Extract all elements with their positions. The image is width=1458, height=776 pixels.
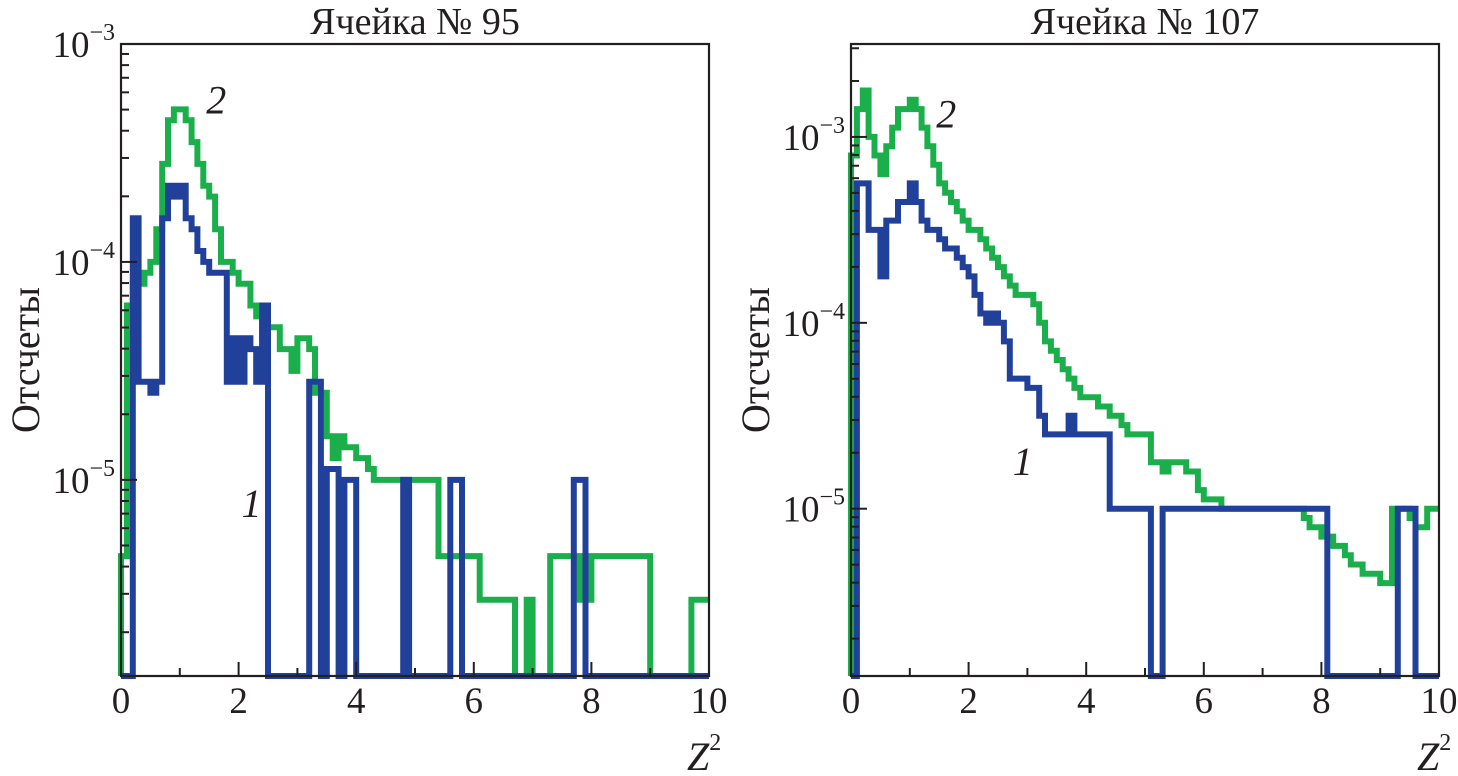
y-tick-base: 10 <box>782 304 819 345</box>
y-tick-label: 10−5 <box>782 485 845 531</box>
x-axis-label: Z2 <box>687 730 721 776</box>
y-tick-label: 10−3 <box>52 20 115 66</box>
y-tick-exponent: −3 <box>89 20 115 46</box>
y-tick-label: 10−4 <box>782 299 845 345</box>
y-tick-label: 10−3 <box>782 113 845 159</box>
x-tick-label: 4 <box>1077 681 1096 722</box>
x-tick-label: 6 <box>465 681 484 722</box>
y-axis-label: Отсчеты <box>3 287 48 433</box>
y-tick-exponent: −5 <box>819 485 845 511</box>
x-axis-label-sup: 2 <box>1439 730 1451 756</box>
y-tick-label: 10−5 <box>52 456 115 502</box>
x-tick-label: 0 <box>112 681 131 722</box>
series-1-line <box>851 180 1439 679</box>
x-axis-label-base: Z <box>687 734 710 776</box>
series-2-line <box>848 87 1439 676</box>
y-tick-base: 10 <box>52 243 89 284</box>
y-tick-base: 10 <box>52 25 89 66</box>
x-axis-label-base: Z <box>1417 734 1440 776</box>
x-tick-label: 6 <box>1195 681 1214 722</box>
x-tick-label: 10 <box>691 681 728 722</box>
x-tick-label: 4 <box>347 681 366 722</box>
y-tick-base: 10 <box>782 118 819 159</box>
chart-title: Ячейка № 107 <box>1031 1 1260 43</box>
y-tick-exponent: −3 <box>819 113 845 139</box>
x-tick-label: 0 <box>842 681 861 722</box>
chart-title: Ячейка № 95 <box>310 1 520 43</box>
x-tick-label: 8 <box>582 681 601 722</box>
x-axis-label-sup: 2 <box>709 730 721 756</box>
x-axis-label: Z2 <box>1417 730 1451 776</box>
x-tick-label: 2 <box>959 681 978 722</box>
x-tick-label: 2 <box>229 681 248 722</box>
x-tick-label: 8 <box>1312 681 1331 722</box>
y-axis-label: Отсчеты <box>733 287 778 433</box>
y-tick-exponent: −5 <box>89 456 115 482</box>
series-label-1: 1 <box>242 481 262 526</box>
plot-frame <box>849 42 1441 678</box>
y-tick-base: 10 <box>782 490 819 531</box>
series-label-2: 2 <box>936 92 956 137</box>
y-tick-label: 10−4 <box>52 238 115 284</box>
series-label-2: 2 <box>206 78 226 123</box>
x-tick-label: 10 <box>1421 681 1458 722</box>
plot-frame <box>119 42 711 678</box>
y-tick-exponent: −4 <box>819 299 845 325</box>
series-2-line <box>118 106 709 679</box>
y-tick-exponent: −4 <box>89 238 115 264</box>
y-tick-base: 10 <box>52 461 89 502</box>
series-1-line <box>121 182 709 679</box>
series-label-1: 1 <box>1013 439 1033 484</box>
